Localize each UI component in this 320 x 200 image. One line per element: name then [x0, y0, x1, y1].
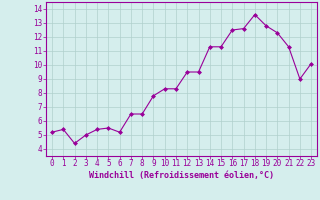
X-axis label: Windchill (Refroidissement éolien,°C): Windchill (Refroidissement éolien,°C) — [89, 171, 274, 180]
